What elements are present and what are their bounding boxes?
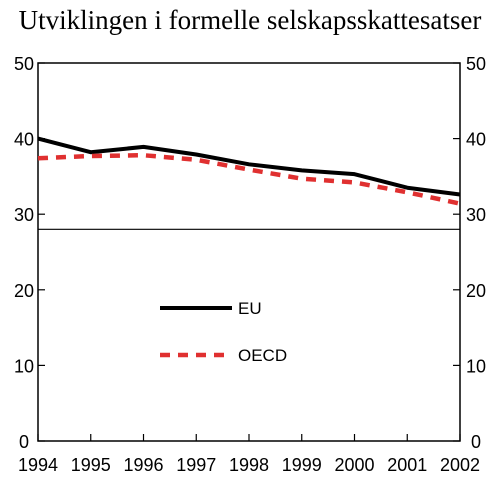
x-tick-label: 1999 <box>282 455 322 475</box>
y-tick-label-left: 40 <box>14 130 34 150</box>
y-tick-label-right: 30 <box>466 205 486 225</box>
plot-frame <box>37 62 461 442</box>
x-tick-label: 1997 <box>176 455 216 475</box>
y-tick-label-right: 0 <box>471 432 481 452</box>
x-tick-label: 2002 <box>440 455 480 475</box>
y-tick-label-right: 10 <box>466 356 486 376</box>
y-tick-label-right: 40 <box>466 130 486 150</box>
x-tick-label: 2001 <box>387 455 427 475</box>
x-tick-label: 1994 <box>18 455 58 475</box>
y-tick-label-left: 0 <box>19 432 29 452</box>
x-tick-label: 2000 <box>334 455 374 475</box>
y-tick-label-left: 10 <box>14 356 34 376</box>
y-tick-label-left: 30 <box>14 205 34 225</box>
y-tick-label-right: 50 <box>466 54 486 74</box>
x-tick-label: 1998 <box>229 455 269 475</box>
series-line-eu <box>37 136 461 197</box>
y-tick-label-right: 20 <box>466 281 486 301</box>
chart-title: Utviklingen i formelle selskapsskattesat… <box>18 5 482 35</box>
legend-label-eu: EU <box>238 299 262 318</box>
y-tick-label-left: 20 <box>14 281 34 301</box>
legend-label-oecd: OECD <box>238 346 287 365</box>
x-tick-label: 1995 <box>71 455 111 475</box>
y-tick-label-left: 50 <box>14 54 34 74</box>
x-tick-label: 1996 <box>123 455 163 475</box>
